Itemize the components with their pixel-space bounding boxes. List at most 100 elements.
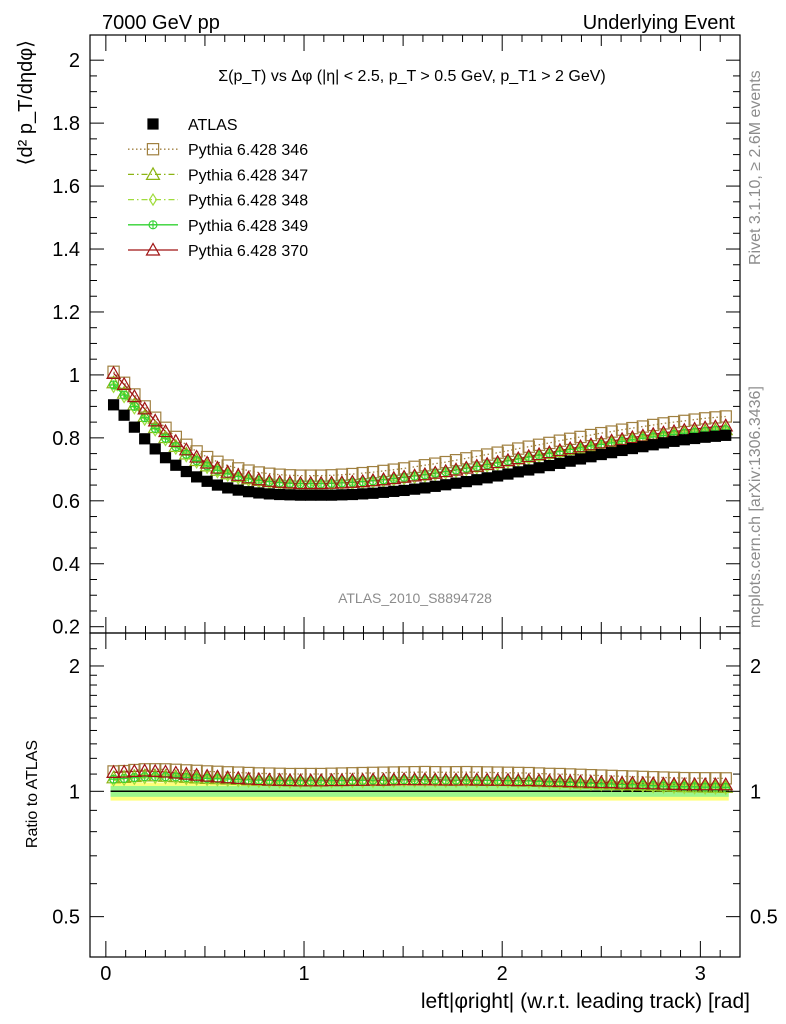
series-pythia-6-428-346-point xyxy=(553,434,567,447)
main-y-tick-label: 1.6 xyxy=(52,176,80,198)
series-pythia-6-428-370-point xyxy=(448,462,464,476)
atlas-data-point xyxy=(159,452,172,464)
series-pythia-6-428-347-point xyxy=(583,438,599,452)
series-pythia-6-428-370-point xyxy=(324,475,340,489)
analysis-id: ATLAS_2010_S8894728 xyxy=(338,590,492,606)
atlas-data-point xyxy=(325,489,338,501)
series-pythia-6-428-349-ratio-point-cross xyxy=(400,775,409,784)
series-pythia-6-428-370-point xyxy=(572,438,589,453)
series-pythia-6-428-370-point xyxy=(168,433,184,447)
legend: ATLAS Pythia 6.428 346 Pythia 6.428 347 Pyt… xyxy=(128,117,308,260)
series-pythia-6-428-370-ratio-point xyxy=(116,764,132,778)
atlas-data-point xyxy=(512,466,524,478)
series-pythia-6-428-349-ratio-point xyxy=(389,775,399,785)
series-pythia-6-428-349-ratio-point xyxy=(295,776,306,786)
main-y-tick-label: 1 xyxy=(69,365,80,387)
series-pythia-6-428-349-ratio-point-cross xyxy=(545,777,554,786)
series-pythia-6-428-347-ratio-point xyxy=(604,776,620,790)
series-pythia-6-428-370-point xyxy=(614,431,630,446)
rivet-label: Rivet 3.1.10, ≥ 2.6M events xyxy=(747,70,764,265)
atlas-data-point xyxy=(284,489,296,501)
series-pythia-6-428-370-ratio-point xyxy=(635,775,651,790)
atlas-data-point xyxy=(211,479,224,491)
series-pythia-6-428-370-point xyxy=(251,472,267,486)
atlas-data-point xyxy=(170,459,182,471)
series-pythia-6-428-370-point xyxy=(583,437,599,451)
atlas-data-point xyxy=(709,430,722,442)
series-pythia-6-428-370-point xyxy=(209,460,225,474)
series-pythia-6-428-370-point xyxy=(500,452,516,467)
atlas-data-point xyxy=(274,488,286,501)
series-pythia-6-428-349-point-cross xyxy=(358,477,367,486)
series-pythia-6-428-349-point xyxy=(461,463,471,473)
series-pythia-6-428-346-point xyxy=(522,440,535,453)
atlas-data-point xyxy=(128,421,140,433)
series-pythia-6-428-349-point-cross xyxy=(265,477,274,486)
series-pythia-6-428-370-ratio-point xyxy=(344,772,360,786)
series-pythia-6-428-349-ratio-point-cross xyxy=(555,777,564,786)
series-pythia-6-428-370-point xyxy=(199,455,215,469)
series-pythia-6-428-370-ratio-point xyxy=(500,772,516,786)
series-pythia-6-428-370-ratio-point xyxy=(241,771,257,785)
series-pythia-6-428-370-ratio-point xyxy=(458,772,474,786)
series-pythia-6-428-347-ratio-point xyxy=(645,777,661,792)
series-pythia-6-428-346-point xyxy=(408,460,421,474)
series-pythia-6-428-349-point xyxy=(306,478,316,489)
atlas-data-point xyxy=(367,487,379,499)
atlas-data-point xyxy=(605,447,618,459)
series-pythia-6-428-370-point xyxy=(241,470,257,484)
series-pythia-6-428-349-point xyxy=(399,472,409,482)
series-pythia-6-428-347-ratio-point xyxy=(209,770,225,785)
series-pythia-6-428-349-point-cross xyxy=(576,443,585,452)
series-pythia-6-428-347-ratio-point xyxy=(655,778,672,792)
series-pythia-6-428-349-ratio-point xyxy=(316,776,326,786)
series-pythia-6-428-349-ratio-point-cross xyxy=(586,779,595,788)
series-pythia-6-428-349-ratio-point-cross xyxy=(576,778,585,787)
series-pythia-6-428-349-point-cross xyxy=(161,434,170,443)
series-pythia-6-428-349-ratio-point-cross xyxy=(265,776,274,785)
series-pythia-6-428-349-point xyxy=(129,401,139,411)
series-pythia-6-428-370-point xyxy=(137,401,153,415)
atlas-data-point xyxy=(242,486,255,498)
series-pythia-6-428-349-ratio-point-cross xyxy=(348,776,357,785)
series-pythia-6-428-346-point xyxy=(532,438,546,451)
series-pythia-6-428-349-ratio-point-cross xyxy=(389,775,398,784)
series-pythia-6-428-349-ratio-point-cross xyxy=(306,776,315,785)
series-pythia-6-428-370-ratio-point xyxy=(718,776,734,791)
series-pythia-6-428-349-point-cross xyxy=(400,473,409,482)
series-pythia-6-428-347-point xyxy=(199,458,215,472)
main-y-tick-label: 0.2 xyxy=(52,617,80,639)
series-pythia-6-428-370-point xyxy=(375,472,392,486)
series-pythia-6-428-349-point xyxy=(410,471,420,481)
series-pythia-6-428-346-point xyxy=(563,432,577,446)
atlas-data-point xyxy=(357,488,369,500)
series-pythia-6-428-349-ratio-point-cross xyxy=(628,780,637,789)
atlas-data-point xyxy=(533,462,545,474)
series-pythia-6-428-370-point xyxy=(272,474,288,488)
series-pythia-6-428-370-ratio-point xyxy=(126,763,142,778)
series-pythia-6-428-349-ratio-point-cross xyxy=(244,775,253,784)
header-right: Underlying Event xyxy=(583,12,736,34)
series-pythia-6-428-349-ratio-point-cross xyxy=(140,772,149,781)
series-pythia-6-428-349-ratio-point-cross xyxy=(514,776,523,785)
series-pythia-6-428-349-ratio-point-cross xyxy=(410,775,419,784)
series-pythia-6-428-370-ratio-point xyxy=(438,772,454,786)
ratio-y-tick-label-right: 2 xyxy=(750,656,761,678)
series-pythia-6-428-349-ratio-point xyxy=(129,772,139,783)
series-pythia-6-428-349-ratio-point xyxy=(710,782,720,792)
atlas-data-point xyxy=(440,479,452,491)
series-pythia-6-428-349-ratio-point xyxy=(140,772,150,782)
main-panel-title: Σ(p_T) vs Δφ (|η| < 2.5, p_T > 0.5 GeV, … xyxy=(218,68,605,85)
atlas-data-point xyxy=(543,459,555,472)
series-pythia-6-428-370-ratio-point xyxy=(521,772,537,787)
atlas-data-point xyxy=(232,484,244,496)
series-pythia-6-428-349-point-cross xyxy=(130,402,139,411)
series-pythia-6-428-349-ratio-point-cross xyxy=(120,774,129,783)
series-pythia-6-428-349-point xyxy=(347,477,357,487)
series-pythia-6-428-349-ratio-point xyxy=(368,775,378,785)
ratio-y-tick-label-right: 1 xyxy=(750,781,761,803)
series-pythia-6-428-349-point xyxy=(316,478,326,489)
series-pythia-6-428-346-point xyxy=(397,462,411,475)
series-pythia-6-428-347-ratio-point xyxy=(718,779,734,793)
series-pythia-6-428-349-ratio-point xyxy=(430,775,440,785)
